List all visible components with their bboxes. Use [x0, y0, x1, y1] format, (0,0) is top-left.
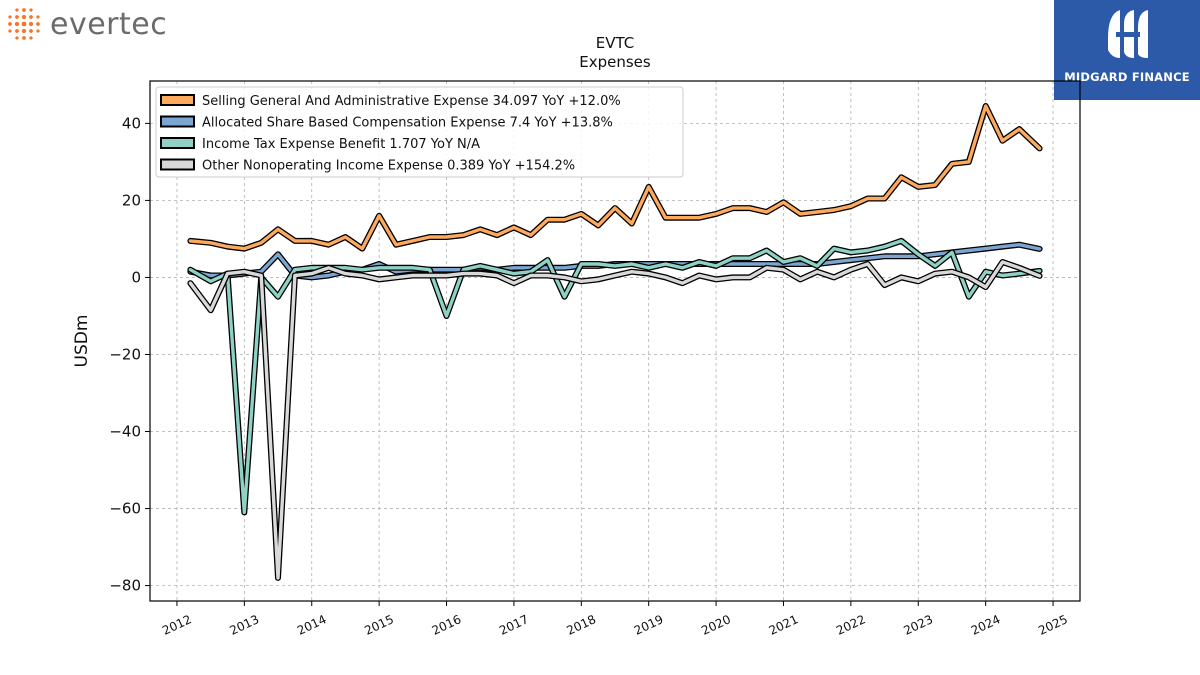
logo-dot — [15, 36, 19, 40]
series-outline — [187, 259, 1043, 581]
logo-dot — [8, 15, 12, 19]
x-tick-label: 2020 — [699, 612, 733, 638]
y-tick-label: 0 — [131, 268, 141, 286]
y-tick-label: −80 — [109, 577, 141, 595]
legend-box — [155, 86, 684, 178]
y-axis-label: USDm — [72, 315, 92, 368]
logo-dot — [22, 8, 26, 12]
logo-dot — [14, 21, 20, 27]
legend: Selling General And Administrative Expen… — [155, 86, 684, 178]
logo-dot — [15, 29, 19, 33]
legend-swatch — [160, 158, 195, 171]
x-tick-label: 2012 — [160, 612, 194, 638]
legend-swatch — [160, 115, 195, 128]
evertec-dots-icon — [8, 8, 40, 40]
x-tick-label: 2016 — [430, 612, 464, 638]
legend-label: Selling General And Administrative Expen… — [202, 94, 621, 109]
logo-dot — [15, 15, 19, 19]
x-tick-label: 2021 — [767, 612, 801, 638]
midgard-monogram-icon — [1108, 10, 1148, 58]
logo-dot — [36, 29, 40, 33]
series-lines — [187, 103, 1043, 581]
legend-swatch — [160, 137, 195, 149]
logo-dot — [29, 15, 33, 19]
x-axis: 2012 2013 2014 2015 2016 2017 2018 2019 2020 2021… — [160, 601, 1070, 638]
x-tick-label: 2017 — [497, 612, 531, 638]
y-tick-label: −60 — [109, 500, 141, 518]
x-tick-label: 2015 — [362, 612, 396, 638]
legend-swatch — [160, 94, 195, 106]
logo-dot — [8, 22, 12, 26]
x-tick-label: 2013 — [228, 612, 262, 638]
y-tick-label: 20 — [122, 191, 141, 209]
logo-dot — [21, 28, 27, 34]
legend-label: Other Nonoperating Income Expense 0.389 … — [202, 159, 575, 174]
midgard-wordmark: MIDGARD FINANCE — [1064, 70, 1190, 84]
series-other — [187, 259, 1043, 581]
x-tick-label: 2025 — [1036, 612, 1070, 638]
x-tick-label: 2022 — [834, 612, 868, 638]
evertec-logo: evertec — [4, 4, 167, 44]
logo-dot — [22, 36, 26, 40]
y-tick-label: −20 — [109, 345, 141, 363]
chart-subtitle: Expenses — [579, 53, 651, 71]
logo-dot — [29, 29, 33, 33]
y-axis: 40 20 0 −20 −40 −60 −80 — [109, 114, 150, 595]
logo-dot — [36, 15, 40, 19]
midgard-finance-logo: MIDGARD FINANCE — [1054, 0, 1200, 100]
legend-label: Allocated Share Based Compensation Expen… — [202, 116, 613, 131]
series-sga — [187, 103, 1043, 252]
x-tick-label: 2014 — [295, 612, 329, 638]
y-tick-label: −40 — [109, 423, 141, 441]
series-line — [188, 260, 1042, 580]
logo-dot — [8, 29, 12, 33]
x-tick-label: 2019 — [632, 612, 666, 638]
logo-dot — [29, 36, 33, 40]
evertec-wordmark: evertec — [50, 6, 168, 42]
logo-dot — [28, 21, 34, 27]
logo-dot — [21, 21, 27, 27]
plot-frame — [149, 80, 1081, 602]
x-tick-label: 2024 — [969, 612, 1003, 638]
chart-title: EVTC — [596, 34, 635, 52]
x-tick-label: 2023 — [901, 612, 935, 638]
logo-dot — [21, 14, 27, 20]
series-line — [188, 104, 1042, 251]
logo-dot — [36, 22, 40, 26]
legend-label: Income Tax Expense Benefit 1.707 YoY N/A — [202, 137, 480, 152]
y-tick-label: 40 — [122, 114, 141, 132]
logo-dot — [15, 8, 19, 12]
logo-dot — [29, 8, 33, 12]
x-tick-label: 2018 — [565, 612, 599, 638]
